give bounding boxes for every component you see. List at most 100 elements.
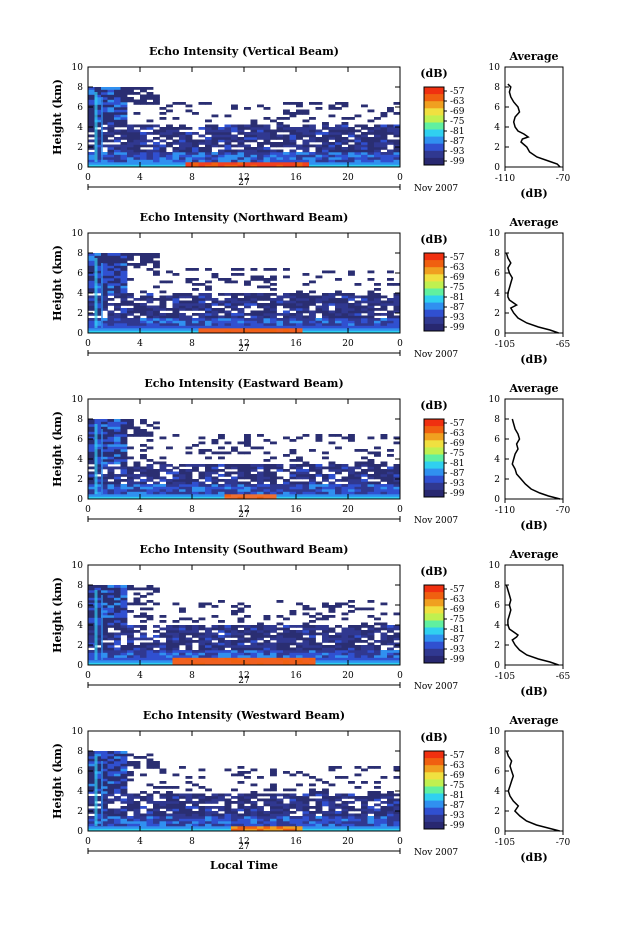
heatmap-cell <box>120 652 128 656</box>
heatmap-cell <box>159 627 167 631</box>
heatmap-cell <box>250 484 258 487</box>
heatmap-cell <box>374 662 381 666</box>
heatmap-cell <box>114 444 121 447</box>
heatmap-cell <box>380 612 388 616</box>
heatmap-cell <box>133 315 141 319</box>
heatmap-cell <box>393 635 401 638</box>
heatmap-cell <box>335 300 342 304</box>
heatmap-cell <box>237 142 245 145</box>
heatmap-cell <box>146 587 154 591</box>
heatmap-cell <box>211 451 219 455</box>
heatmap-cell <box>127 476 134 480</box>
heatmap-cell <box>341 489 349 492</box>
heatmap-cell <box>120 162 128 165</box>
heatmap-cell <box>166 826 173 829</box>
heatmap-cell <box>244 662 251 666</box>
heatmap-cell <box>179 139 186 143</box>
heatmap-cell <box>94 273 102 276</box>
heatmap-cell <box>257 149 264 153</box>
heatmap-cell <box>263 451 271 455</box>
heatmap-cell <box>296 109 303 113</box>
heatmap-cell <box>354 157 362 160</box>
heatmap-cell <box>172 323 180 326</box>
heatmap-cell <box>153 142 160 145</box>
heatmap-cell <box>348 298 355 301</box>
heatmap-cell <box>276 476 284 480</box>
heatmap-cell <box>380 655 388 658</box>
profile-x-tick-label: -105 <box>495 672 515 682</box>
heatmap-cell <box>133 308 141 311</box>
date-month-label: Nov 2007 <box>414 516 458 526</box>
heatmap-cell <box>341 310 349 314</box>
heatmap-cell <box>101 474 108 477</box>
heatmap-cell <box>335 144 342 148</box>
heatmap-cell <box>354 162 362 165</box>
heatmap-cell <box>296 647 303 651</box>
heatmap-cell <box>120 268 128 271</box>
heatmap-cell <box>309 132 316 135</box>
heatmap-cell <box>127 89 134 93</box>
heatmap-cell <box>185 828 193 832</box>
heatmap-cell <box>237 293 245 296</box>
heatmap-cell <box>153 132 160 135</box>
heatmap-cell <box>172 325 180 329</box>
heatmap-cell <box>244 818 251 822</box>
heatmap-cell <box>393 471 401 475</box>
heatmap-cell <box>296 315 303 319</box>
heatmap-cell <box>348 496 355 500</box>
heatmap-cell <box>270 660 277 663</box>
heatmap-cell <box>127 610 134 613</box>
heatmap-cell <box>107 781 115 784</box>
heatmap-cell <box>380 305 388 309</box>
heatmap-cell <box>231 129 238 133</box>
heatmap-cell <box>348 642 355 646</box>
heatmap-cell <box>120 456 128 460</box>
colorbar-tick-label: -69 <box>450 771 465 781</box>
heatmap-cell <box>322 816 329 819</box>
heatmap-cell <box>218 640 225 643</box>
heatmap-cell <box>94 441 102 445</box>
heatmap-cell <box>237 773 245 777</box>
heatmap-cell <box>263 305 271 309</box>
heatmap-cell <box>367 766 375 769</box>
heatmap-cell <box>393 798 401 802</box>
heatmap-cell <box>328 635 336 638</box>
heatmap-cell <box>224 489 232 492</box>
heatmap-cell <box>127 657 134 661</box>
colorbar-segment <box>424 274 444 282</box>
heatmap-cell <box>94 275 102 279</box>
heatmap-cell <box>101 776 108 779</box>
heatmap-cell <box>94 424 102 427</box>
heatmap-cell <box>296 662 303 666</box>
heatmap-cell <box>218 434 225 437</box>
heatmap-cell <box>172 152 180 155</box>
heatmap-cell <box>166 129 173 133</box>
heatmap-cell <box>192 489 199 492</box>
heatmap-cell <box>270 305 277 309</box>
heatmap-cell <box>309 134 316 138</box>
heatmap-cell <box>393 129 401 133</box>
heatmap-cell <box>263 647 271 651</box>
y-tick-label: 2 <box>77 309 83 319</box>
heatmap-cell <box>257 811 264 814</box>
heatmap-cell <box>289 655 297 658</box>
heatmap-cell <box>276 632 284 636</box>
heatmap-cell <box>348 489 355 492</box>
heatmap-cell <box>146 592 154 596</box>
heatmap-cell <box>322 149 329 153</box>
heatmap-cell <box>120 818 128 822</box>
heatmap-cell <box>198 157 206 160</box>
heatmap-cell <box>101 479 108 482</box>
heatmap-cell <box>88 587 95 591</box>
heatmap-cell <box>166 496 173 500</box>
heatmap-cell <box>88 818 95 822</box>
heatmap-cell <box>218 662 225 666</box>
heatmap-cell <box>94 637 102 641</box>
heatmap-cell <box>205 320 212 324</box>
heatmap-cell <box>231 625 238 628</box>
heatmap-cell <box>283 310 290 314</box>
heatmap-cell <box>276 818 284 822</box>
heatmap-cell <box>120 325 128 329</box>
heatmap-cell <box>185 109 193 113</box>
heatmap-cell <box>120 142 128 145</box>
